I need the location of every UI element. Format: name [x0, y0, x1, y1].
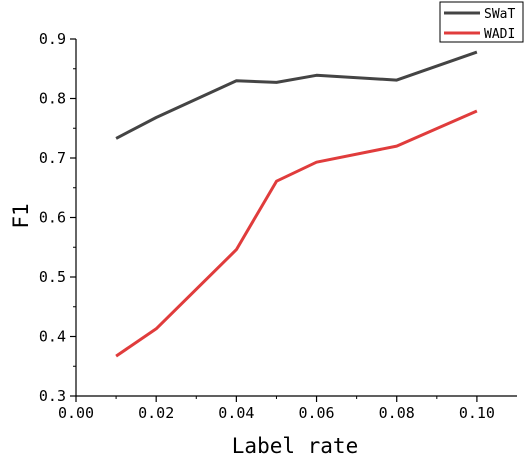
- y-axis: 0.3 0.4 0.5 0.6 0.7 0.8 0.9: [39, 30, 77, 405]
- legend: SWaT WADI: [439, 1, 524, 43]
- y-tick-label: 0.6: [39, 209, 66, 227]
- x-tick-label: 0.04: [218, 404, 254, 422]
- series-layer: [115, 50, 478, 358]
- legend-label: SWaT: [484, 7, 515, 22]
- y-axis-title: F1: [9, 203, 33, 228]
- y-tick-label: 0.3: [39, 387, 66, 405]
- x-tick-label: 0.10: [459, 404, 495, 422]
- x-tick-label: 0.00: [58, 404, 94, 422]
- y-tick-label: 0.8: [39, 90, 66, 108]
- y-tick-label: 0.7: [39, 149, 66, 167]
- x-tick-label: 0.08: [379, 404, 415, 422]
- x-axis: 0.00 0.02 0.04 0.06 0.08 0.10: [58, 395, 517, 422]
- x-tick-label: 0.02: [138, 404, 174, 422]
- x-tick-label: 0.06: [298, 404, 334, 422]
- series-line-wadi: [115, 109, 478, 358]
- y-tick-label: 0.9: [39, 30, 66, 48]
- legend-label: WADI: [484, 27, 515, 42]
- y-tick-label: 0.5: [39, 268, 66, 286]
- x-axis-title: Label rate: [232, 434, 358, 458]
- series-line-swat: [115, 50, 478, 140]
- legend-box: [439, 1, 524, 43]
- y-tick-label: 0.4: [39, 328, 66, 346]
